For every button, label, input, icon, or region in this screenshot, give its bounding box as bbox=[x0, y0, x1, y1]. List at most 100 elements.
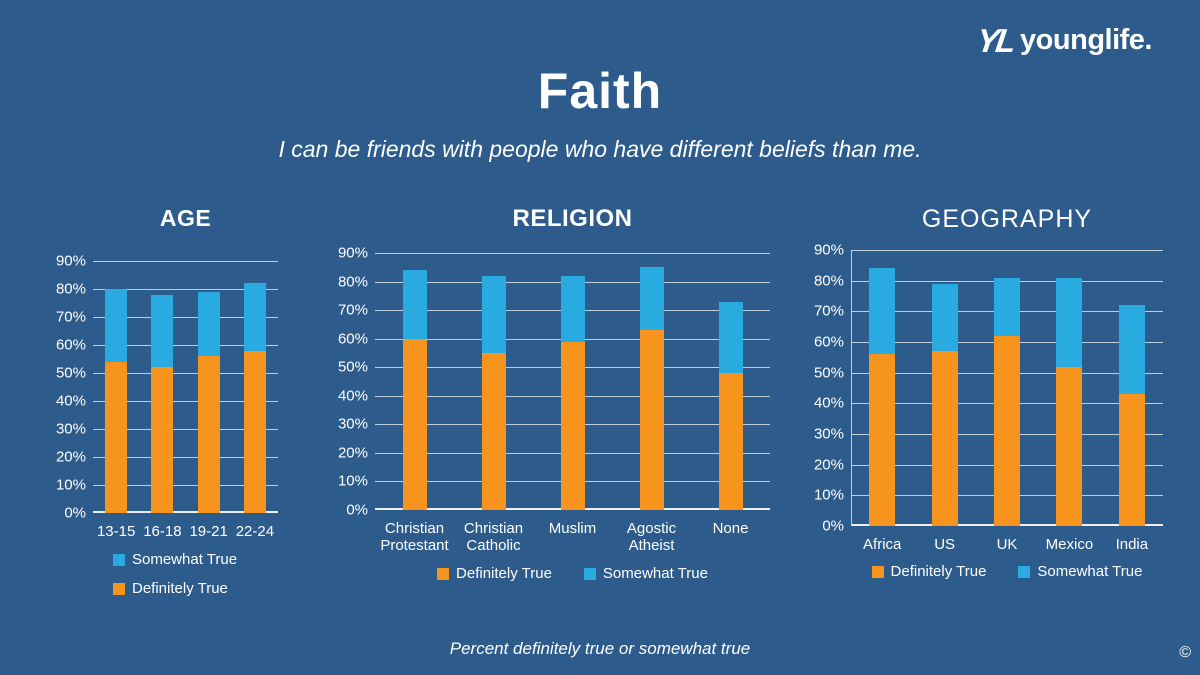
x-axis: Christian Protestant Christian Catholic Mu… bbox=[375, 520, 770, 555]
gridline bbox=[375, 253, 770, 254]
x-tick-label: Christian Catholic bbox=[463, 520, 524, 555]
bar-segment-definitely-true bbox=[994, 335, 1021, 526]
bar-segment-definitely-true bbox=[481, 352, 506, 510]
page-title: Faith bbox=[537, 63, 663, 119]
gridline bbox=[93, 261, 278, 262]
bar-slot bbox=[976, 250, 1038, 526]
gridline bbox=[93, 429, 278, 430]
stacked-bar bbox=[481, 253, 506, 510]
x-axis: 13-15 16-18 19-21 22-24 bbox=[93, 523, 278, 540]
legend: Definitely True Somewhat True bbox=[375, 565, 770, 582]
bar-segment-definitely-true bbox=[243, 350, 266, 513]
bar-segment-definitely-true bbox=[1118, 394, 1145, 526]
footnote: Percent definitely true or somewhat true bbox=[449, 639, 751, 658]
legend-label: Definitely True bbox=[890, 563, 987, 580]
younglife-logo-text: younglife. bbox=[1020, 24, 1152, 56]
bar-slot bbox=[375, 253, 454, 510]
x-axis: Africa US UK Mexico India bbox=[851, 536, 1163, 553]
bar-slot bbox=[533, 253, 612, 510]
chart-age: AGE 0% 10% 20% 30% 40% 50% 60% 70% 80% 90% 13-15 1… bbox=[50, 204, 320, 604]
x-tick-label: Mexico bbox=[1045, 536, 1094, 553]
bar-segment-definitely-true bbox=[718, 372, 743, 510]
y-tick-label: 0% bbox=[346, 501, 368, 519]
gridline bbox=[851, 250, 1163, 251]
legend-item: Somewhat True bbox=[113, 551, 278, 568]
stacked-bar bbox=[1056, 250, 1083, 526]
bar-segment-definitely-true bbox=[931, 351, 958, 526]
legend-item: Definitely True bbox=[113, 580, 278, 597]
bar-slot bbox=[612, 253, 691, 510]
stacked-bar bbox=[994, 250, 1021, 526]
x-tick-label: Africa bbox=[863, 536, 902, 553]
legend-swatch bbox=[437, 567, 450, 580]
stacked-bar bbox=[1118, 250, 1145, 526]
x-tick-label: UK bbox=[996, 536, 1018, 553]
bar-segment-somewhat-true bbox=[931, 283, 958, 352]
bar-segment-definitely-true bbox=[197, 356, 220, 513]
x-tick-label: US bbox=[934, 536, 956, 553]
stacked-bar bbox=[105, 261, 128, 513]
x-tick-label: 16-18 bbox=[143, 523, 182, 540]
bar-slot bbox=[93, 261, 139, 513]
bar-slot bbox=[454, 253, 533, 510]
x-axis-line bbox=[93, 511, 278, 513]
gridline bbox=[93, 289, 278, 290]
bar-slot bbox=[139, 261, 185, 513]
y-tick-label: 50% bbox=[55, 364, 86, 382]
bar-segment-definitely-true bbox=[639, 330, 664, 510]
legend-item: Somewhat True bbox=[1018, 563, 1142, 580]
stacked-bar bbox=[151, 261, 174, 513]
y-tick-label: 30% bbox=[337, 415, 368, 433]
stacked-bar bbox=[560, 253, 585, 510]
y-tick-label: 70% bbox=[813, 302, 844, 320]
bar-segment-somewhat-true bbox=[718, 301, 743, 373]
legend-swatch bbox=[583, 567, 596, 580]
bar-segment-somewhat-true bbox=[481, 275, 506, 353]
bar-segment-definitely-true bbox=[1056, 366, 1083, 526]
bar-segment-somewhat-true bbox=[243, 283, 266, 351]
stacked-bar bbox=[402, 253, 427, 510]
bar-segment-somewhat-true bbox=[869, 268, 896, 355]
chart-body: 0% 10% 20% 30% 40% 50% 60% 70% 80% 90% bbox=[806, 243, 1163, 534]
x-tick-label: 19-21 bbox=[189, 523, 228, 540]
legend-label: Somewhat True bbox=[602, 565, 708, 582]
bar-slot bbox=[1101, 250, 1163, 526]
y-tick-label: 40% bbox=[337, 387, 368, 405]
page-subtitle: I can be friends with people who have di… bbox=[278, 136, 922, 162]
bars bbox=[375, 253, 770, 510]
bar-segment-somewhat-true bbox=[994, 277, 1021, 336]
bar-slot bbox=[186, 261, 232, 513]
legend-label: Somewhat True bbox=[1037, 563, 1143, 580]
legend-swatch bbox=[113, 553, 125, 566]
bar-segment-somewhat-true bbox=[639, 267, 664, 331]
bar-slot bbox=[691, 253, 770, 510]
y-tick-label: 90% bbox=[813, 241, 844, 259]
legend-label: Somewhat True bbox=[132, 551, 238, 568]
bar-slot bbox=[232, 261, 278, 513]
x-tick-label: Agostic Atheist bbox=[626, 520, 677, 555]
y-tick-label: 20% bbox=[55, 448, 86, 466]
bar-slot bbox=[913, 250, 975, 526]
legend-swatch bbox=[1018, 565, 1031, 578]
legend: Somewhat True Definitely True bbox=[93, 551, 278, 597]
bar-slot bbox=[1038, 250, 1100, 526]
gridline bbox=[93, 401, 278, 402]
x-tick-label: India bbox=[1115, 536, 1149, 553]
bar-slot bbox=[851, 250, 913, 526]
plot-area bbox=[851, 250, 1163, 526]
y-tick-label: 70% bbox=[337, 301, 368, 319]
y-tick-label: 70% bbox=[55, 308, 86, 326]
bar-segment-definitely-true bbox=[869, 354, 896, 526]
y-tick-label: 0% bbox=[64, 504, 86, 522]
y-tick-label: 60% bbox=[813, 333, 844, 351]
bar-segment-somewhat-true bbox=[1118, 305, 1145, 395]
bar-segment-somewhat-true bbox=[402, 270, 427, 339]
y-tick-label: 80% bbox=[337, 273, 368, 291]
chart-geography: GEOGRAPHY 0% 10% 20% 30% 40% 50% 60% 70% 80% 90% … bbox=[806, 204, 1166, 604]
bar-segment-somewhat-true bbox=[197, 291, 220, 357]
bar-segment-definitely-true bbox=[151, 367, 174, 513]
bar-segment-definitely-true bbox=[105, 361, 128, 513]
copyright-symbol: © bbox=[1179, 644, 1191, 661]
younglife-logo: YL younglife. bbox=[974, 22, 1152, 59]
legend-item: Definitely True bbox=[437, 565, 552, 582]
